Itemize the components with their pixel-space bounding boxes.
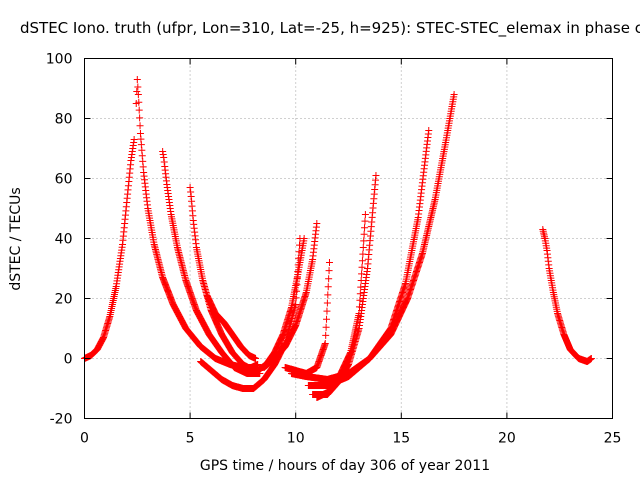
data-point: [357, 277, 365, 284]
data-point: [359, 250, 367, 258]
data-point: [133, 88, 141, 95]
data-point: [323, 315, 331, 323]
data-point: [159, 148, 167, 155]
data-point: [323, 307, 331, 315]
data-point: [323, 299, 331, 307]
data-series: [287, 91, 458, 383]
axis-ticks: 0 5 10 15 20 25 -20 0 20 40 60 80 100: [46, 52, 622, 447]
x-tick-label: 15: [392, 431, 410, 447]
x-tick-label: 25: [604, 431, 622, 447]
data-point: [135, 98, 143, 106]
data-point: [325, 275, 333, 283]
data-point: [133, 76, 141, 83]
data-point: [324, 283, 332, 291]
data-point: [186, 184, 194, 191]
data-point: [358, 257, 366, 265]
y-tick-label: 80: [55, 112, 73, 128]
data-point: [313, 220, 321, 227]
data-point: [361, 217, 369, 225]
y-tick-label: 40: [55, 232, 73, 248]
data-point: [322, 331, 330, 339]
x-tick-label: 20: [498, 431, 516, 447]
data-point: [357, 283, 365, 291]
x-tick-label: 10: [287, 431, 305, 447]
data-series: [132, 76, 262, 371]
data-point: [135, 106, 143, 114]
data-series: [539, 226, 595, 365]
data-point: [356, 290, 364, 298]
y-tick-label: -20: [50, 412, 73, 428]
data-point: [361, 211, 369, 218]
data-point: [450, 91, 458, 98]
x-tick-label: 0: [80, 431, 89, 447]
y-tick-label: 100: [46, 52, 73, 68]
data-point: [321, 340, 329, 347]
data-point: [356, 296, 364, 304]
chart-title: dSTEC Iono. truth (ufpr, Lon=310, Lat=-2…: [20, 19, 640, 38]
data-point: [136, 122, 144, 130]
data-point: [359, 244, 367, 251]
data-point: [361, 224, 369, 232]
x-tick-label: 5: [186, 431, 195, 447]
data-point: [355, 303, 363, 311]
data-point: [300, 235, 308, 242]
data-point: [134, 83, 142, 91]
y-axis-label: dSTEC / TECUs: [8, 187, 24, 290]
data-point: [587, 355, 595, 362]
data-series: [81, 136, 138, 362]
data-point: [355, 310, 363, 317]
x-axis-label: GPS time / hours of day 306 of year 2011: [200, 458, 490, 474]
data-point: [160, 154, 168, 161]
data-point: [159, 151, 167, 158]
data-series: [159, 148, 264, 377]
data-point: [360, 237, 368, 245]
y-tick-label: 60: [55, 172, 73, 188]
data-series: [260, 220, 321, 371]
data-point: [322, 323, 330, 331]
data-point: [252, 355, 260, 362]
y-tick-label: 0: [64, 352, 73, 368]
data-series: [203, 292, 260, 362]
data-point: [324, 291, 332, 299]
y-tick-label: 20: [55, 292, 73, 308]
data-point: [325, 267, 333, 275]
data-point: [130, 136, 138, 143]
data-point: [187, 188, 195, 196]
data-point: [360, 230, 368, 238]
data-point: [358, 270, 366, 278]
data-point: [372, 172, 380, 179]
data-point: [160, 158, 168, 166]
data-point: [292, 301, 300, 308]
data-point: [325, 259, 333, 266]
data-point: [134, 91, 142, 98]
data-point: [296, 241, 304, 249]
data-points: [81, 76, 595, 401]
data-point: [136, 114, 144, 122]
data-point: [425, 127, 433, 134]
data-point: [358, 263, 366, 271]
